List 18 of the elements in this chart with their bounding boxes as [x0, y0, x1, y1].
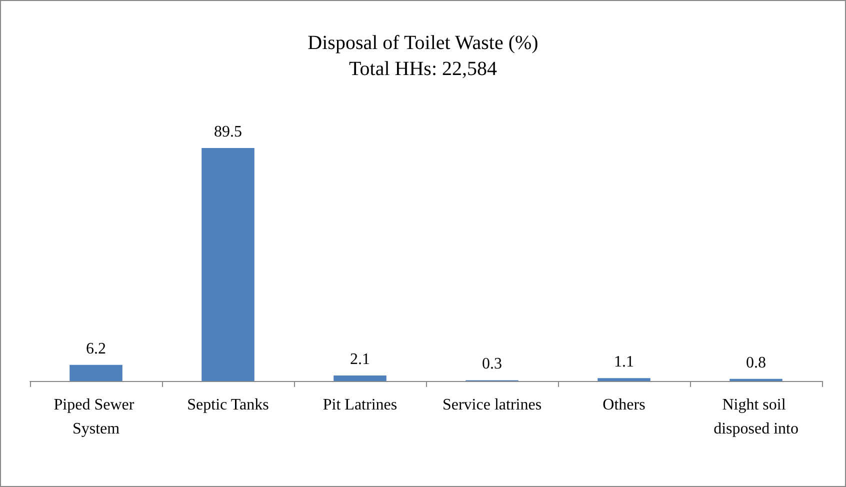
data-label: 0.8 — [746, 354, 766, 372]
data-label: 0.3 — [482, 356, 502, 373]
x-tick-label: Night soil disposed into — [714, 396, 798, 438]
data-label: 6.2 — [86, 340, 106, 358]
bar — [70, 364, 122, 381]
bar — [202, 148, 254, 381]
x-tick-label: Service latrines — [442, 396, 542, 414]
data-label: 89.5 — [214, 124, 242, 140]
data-label: 1.1 — [614, 354, 634, 371]
bar — [598, 378, 650, 381]
x-tick-label: Piped Sewer System — [54, 396, 138, 438]
chart-subtitle: Total HHs: 22,584 — [348, 58, 498, 80]
bar — [334, 376, 386, 381]
x-tick-label: Others — [602, 396, 646, 414]
x-tick-label: Septic Tanks — [187, 396, 269, 414]
x-tick-label: Pit Latrines — [322, 396, 398, 414]
chart-title: Disposal of Toilet Waste (%) — [308, 32, 538, 54]
data-label: 2.1 — [350, 351, 370, 368]
